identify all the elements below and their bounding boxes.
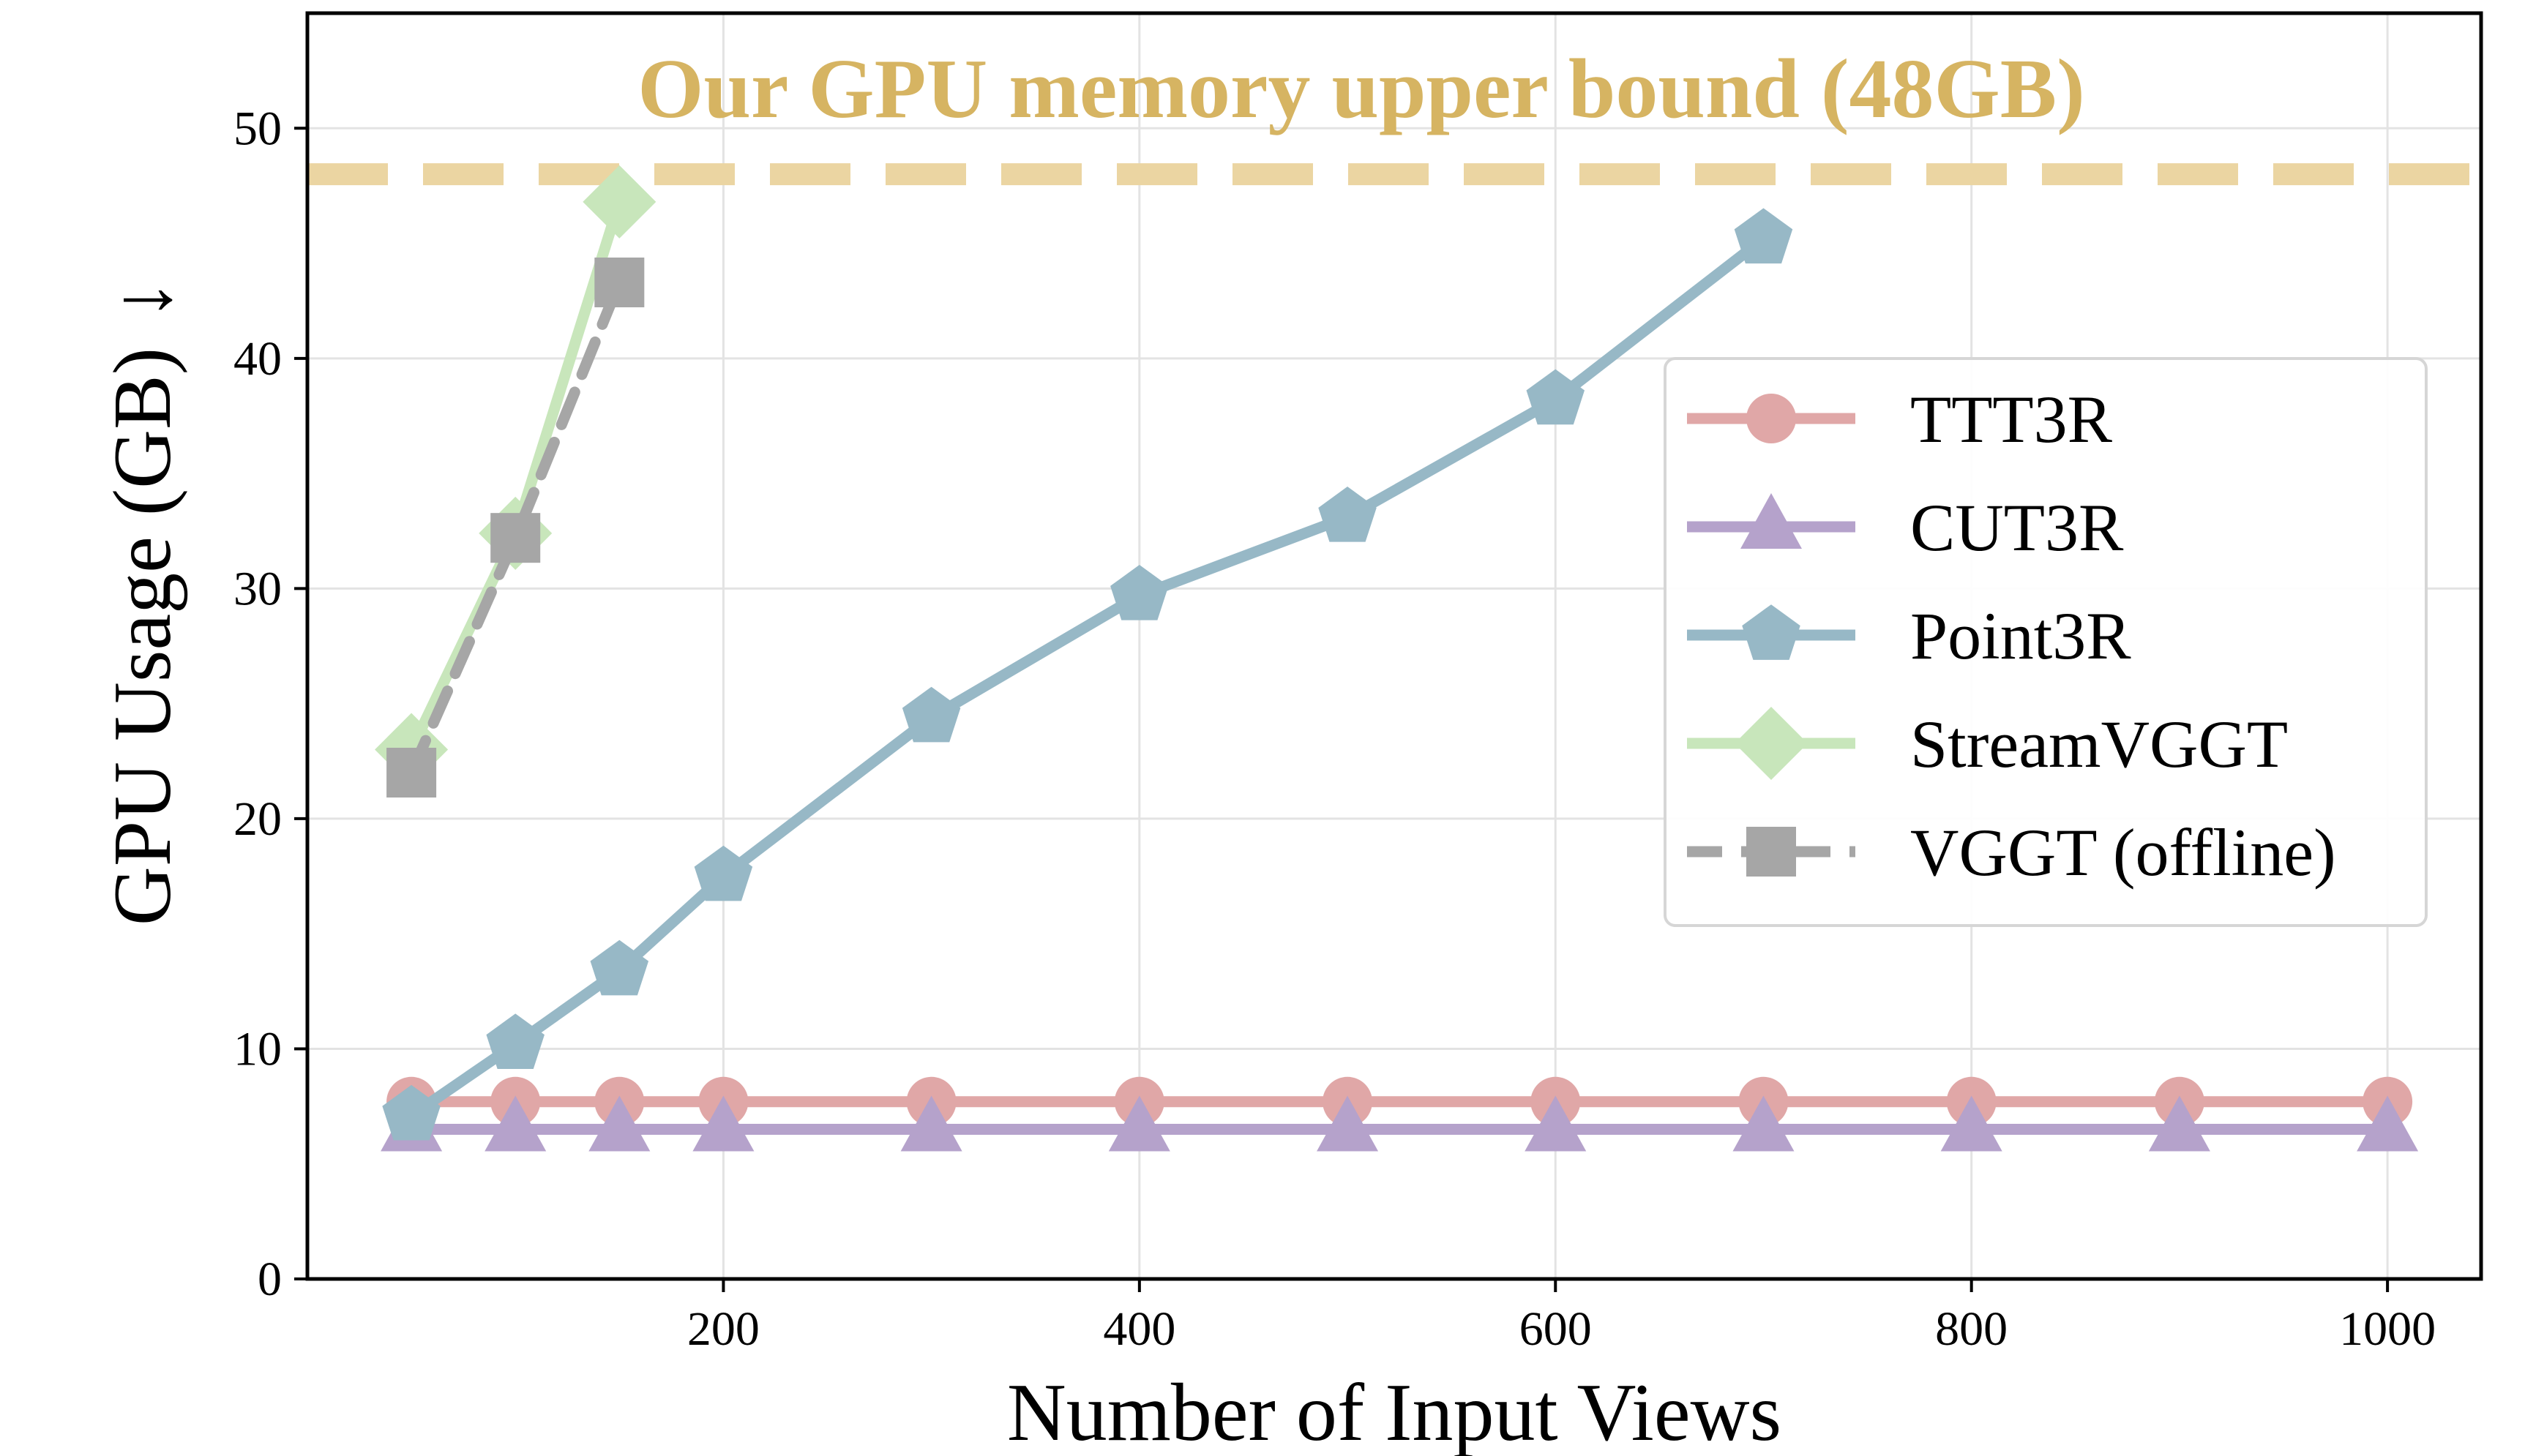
x-tick-label: 1000 xyxy=(2339,1302,2436,1356)
y-axis-arrow-icon: ↓ xyxy=(97,279,188,320)
y-tick-label: 30 xyxy=(233,562,282,615)
y-tick-label: 50 xyxy=(233,102,282,155)
legend-label: TTT3R xyxy=(1910,382,2113,457)
data-point xyxy=(1108,1095,1170,1152)
legend-item: CUT3R xyxy=(1687,490,2124,565)
data-point xyxy=(1318,487,1377,542)
data-point xyxy=(485,1095,547,1152)
legend-label: CUT3R xyxy=(1910,490,2124,565)
data-point xyxy=(692,1095,755,1152)
data-point xyxy=(1940,1095,2002,1152)
y-tick-label: 20 xyxy=(233,792,282,846)
legend-marker xyxy=(1742,604,1800,660)
data-point xyxy=(900,1095,962,1152)
legend-marker xyxy=(1740,493,1802,549)
data-point xyxy=(382,1084,441,1141)
data-point xyxy=(1525,1095,1587,1152)
data-point xyxy=(583,165,656,239)
data-point xyxy=(594,258,645,308)
plot-frame xyxy=(305,11,2483,1281)
series-point3r xyxy=(382,208,1793,1141)
x-tick-label: 200 xyxy=(687,1302,760,1356)
data-point xyxy=(490,513,541,563)
legend-marker xyxy=(1735,707,1808,780)
series-vggt-offline xyxy=(386,258,645,798)
data-point xyxy=(386,748,437,798)
upper-bound-annotation: Our GPU memory upper bound (48GB) xyxy=(307,42,2481,186)
x-axis-title: Number of Input Views xyxy=(1007,1367,1781,1456)
data-point xyxy=(1317,1095,1379,1152)
data-point xyxy=(1734,208,1793,264)
y-tick-label: 10 xyxy=(233,1022,282,1076)
x-tick-label: 800 xyxy=(1935,1302,2008,1356)
series-group xyxy=(375,165,2419,1152)
legend-item: TTT3R xyxy=(1687,382,2113,457)
legend-label: Point3R xyxy=(1910,598,2131,673)
legend-item: StreamVGGT xyxy=(1687,707,2288,781)
data-point xyxy=(1526,369,1585,425)
data-point xyxy=(486,1013,545,1069)
legend-item: VGGT (offline) xyxy=(1687,815,2336,890)
legend: TTT3R CUT3R Point3R StreamVGGT VGGT (offline… xyxy=(1664,357,2428,927)
data-point xyxy=(588,1095,651,1152)
series-ttt3r xyxy=(386,1076,2413,1127)
series-cut3r xyxy=(381,1095,2419,1152)
y-tick-label: 0 xyxy=(258,1253,282,1306)
data-point xyxy=(1732,1095,1795,1152)
legend-frame xyxy=(1664,357,2428,927)
legend-marker xyxy=(1746,394,1796,443)
legend-label: StreamVGGT xyxy=(1910,707,2288,781)
upper-bound-label: Our GPU memory upper bound (48GB) xyxy=(637,42,2085,136)
y-axis-title: GPU Usage (GB) xyxy=(97,348,188,926)
legend-marker xyxy=(1746,827,1796,877)
legend-item: Point3R xyxy=(1687,598,2131,673)
legend-label: VGGT (offline) xyxy=(1910,815,2336,890)
data-point xyxy=(1110,565,1169,620)
ticks: 200 400 600 800 1000 0 10 20 30 40 50 xyxy=(233,102,2436,1356)
data-point xyxy=(2357,1095,2419,1152)
series-line xyxy=(405,196,625,756)
data-point xyxy=(694,845,753,901)
x-tick-label: 400 xyxy=(1103,1302,1175,1356)
data-point xyxy=(902,686,961,743)
data-point xyxy=(590,939,649,996)
y-tick-label: 40 xyxy=(233,332,282,386)
data-point xyxy=(2148,1095,2210,1152)
x-tick-label: 600 xyxy=(1519,1302,1592,1356)
